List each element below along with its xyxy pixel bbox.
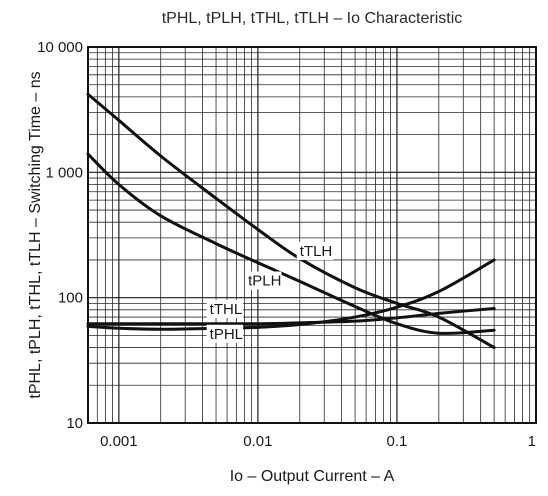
curve-tthl — [86, 258, 496, 331]
tick-labels: 0.001 0.01 0.1 1 10 100 1 000 10 000 — [37, 39, 536, 450]
x-axis-label: Io – Output Current – A — [230, 468, 395, 485]
curve-label-tthl: tTHL — [210, 301, 243, 318]
y-axis-label: tPHL, tPLH, tTHL, tTLH – Switching Time … — [27, 71, 44, 398]
curve-tphl — [86, 306, 496, 326]
curve-label-ttlh: tTLH — [300, 243, 333, 260]
x-tick-label: 0.1 — [387, 433, 408, 450]
curve-labels: tTLH tPLH tTHL tPHL — [206, 242, 334, 343]
chart-title: tPHL, tPLH, tTHL, tTLH – Io Characterist… — [162, 10, 463, 27]
plot-frame — [87, 46, 537, 424]
grid-lines — [87, 46, 537, 424]
curve-label-bg — [296, 242, 334, 261]
y-tick-label: 100 — [58, 290, 83, 307]
curve-label-bg — [206, 324, 244, 343]
curve-label-bg — [206, 300, 244, 319]
x-tick-label: 0.001 — [100, 433, 138, 450]
curve-label-tplh: tPLH — [248, 273, 281, 290]
curve-tplh — [86, 152, 496, 335]
y-tick-label: 10 000 — [37, 39, 83, 56]
y-tick-label: 1 000 — [45, 164, 83, 181]
y-tick-label: 10 — [66, 415, 83, 432]
x-tick-label: 1 — [528, 433, 536, 450]
data-curves — [86, 92, 496, 350]
curve-ttlh — [86, 92, 496, 350]
x-tick-label: 0.01 — [243, 433, 272, 450]
curve-label-bg — [245, 271, 282, 290]
curve-label-tphl: tPHL — [210, 326, 243, 343]
